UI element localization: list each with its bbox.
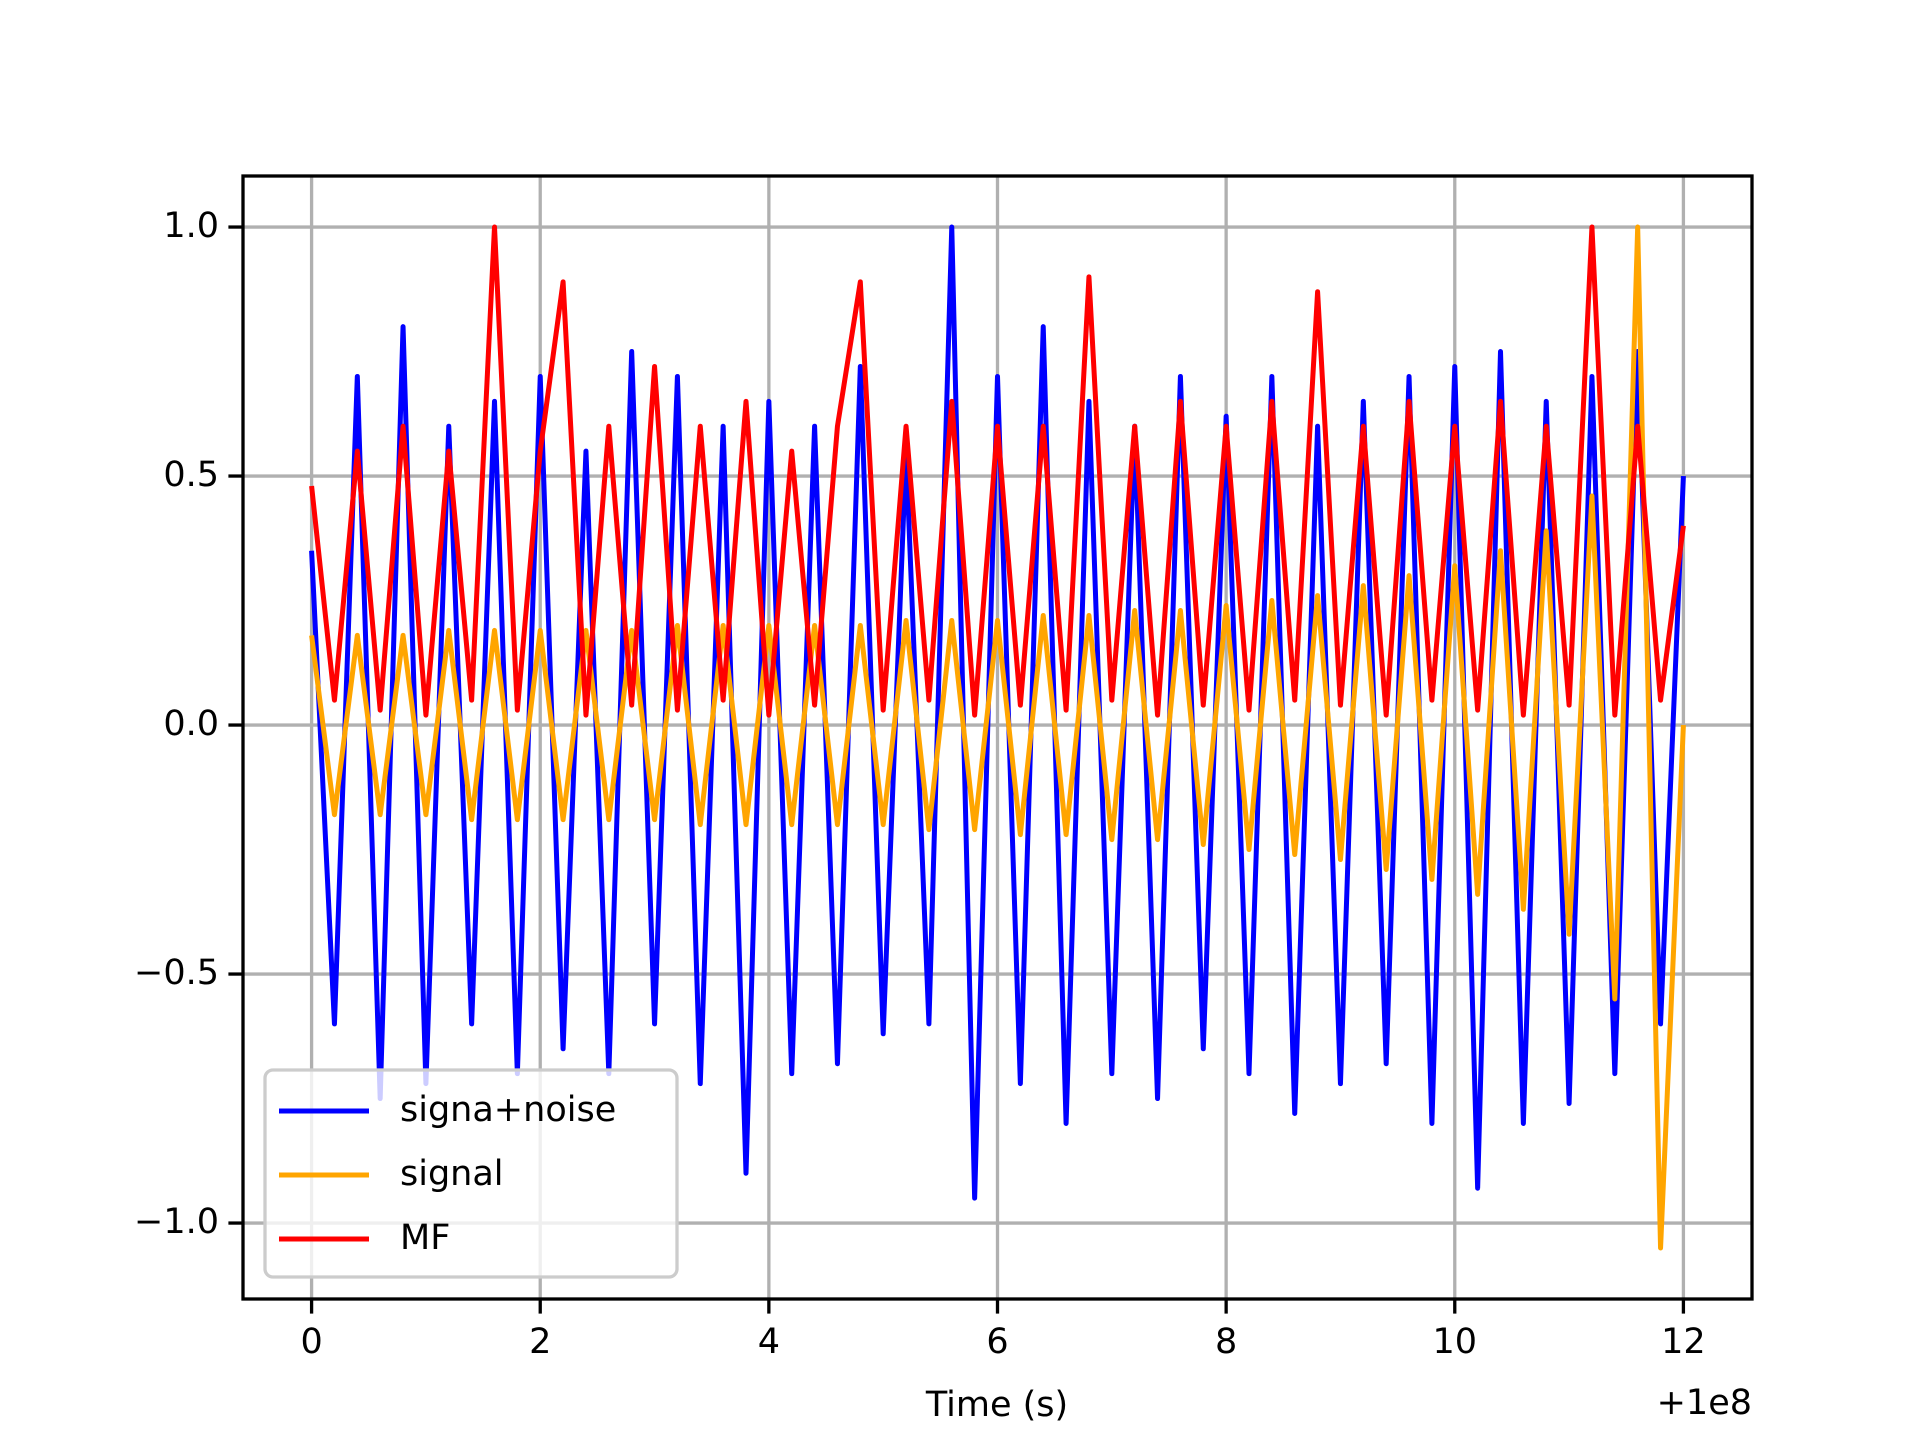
series-line: [309, 224, 1686, 1251]
legend: signa+noise signal MF: [263, 1068, 679, 1279]
axes: 0 2 4 6 8 10 12 −1.0 −0.5 0.0 0.5 1.0: [134, 174, 1754, 1362]
x-offset-label: +1e8: [1657, 1383, 1752, 1423]
y-tick-label: 0.0: [163, 704, 219, 744]
x-tick-label: 8: [1215, 1322, 1237, 1362]
legend-label: MF: [400, 1218, 450, 1258]
x-tick-label: 12: [1661, 1322, 1706, 1362]
x-tick-label: 6: [986, 1322, 1008, 1362]
x-tick-label: 10: [1432, 1322, 1477, 1362]
series-line: [309, 224, 1686, 1201]
series-line: [309, 224, 1686, 718]
y-tick-label: 0.5: [163, 455, 219, 495]
y-tick-label: −0.5: [134, 953, 219, 993]
legend-box: [263, 1068, 679, 1279]
legend-label: signal: [400, 1154, 504, 1194]
x-tick-label: 0: [300, 1322, 322, 1362]
y-tick-label: 1.0: [163, 206, 219, 246]
axes-frame: [241, 174, 1754, 1301]
x-tick-label: 4: [758, 1322, 780, 1362]
x-axis-label: Time (s): [925, 1385, 1068, 1425]
plot-lines: [309, 224, 1686, 1251]
legend-label: signa+noise: [400, 1090, 616, 1130]
x-tick-label: 2: [529, 1322, 551, 1362]
y-tick-label: −1.0: [134, 1202, 219, 1242]
